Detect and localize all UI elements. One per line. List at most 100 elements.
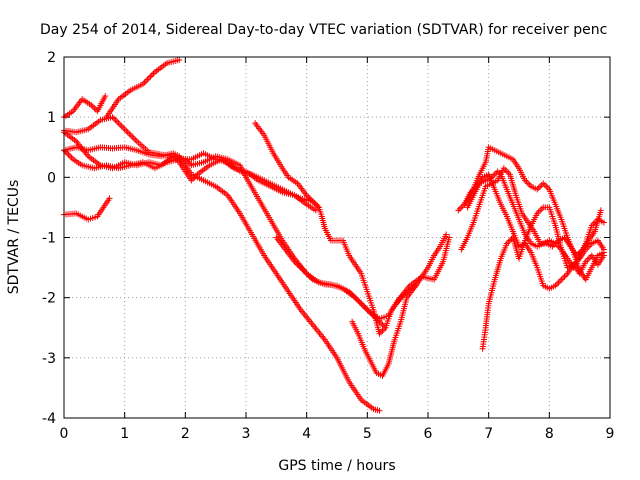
data-point (111, 115, 118, 122)
x-tick-label: 0 (60, 426, 69, 442)
data-point (129, 133, 136, 140)
y-axis-label: SDTVAR / TECUs (6, 180, 22, 295)
data-point (563, 272, 570, 279)
data-point (355, 297, 362, 304)
data-point (535, 184, 542, 191)
data-point (541, 181, 548, 188)
data-point (558, 276, 565, 283)
data-point (315, 204, 322, 211)
x-tick-label: 9 (606, 426, 615, 442)
data-point (142, 78, 149, 85)
data-point (145, 75, 152, 82)
data-point (525, 180, 532, 187)
data-series (461, 144, 607, 283)
y-tick-label: 0 (47, 170, 56, 186)
x-tick-label: 7 (484, 426, 493, 442)
data-point (64, 150, 71, 157)
grid (64, 57, 610, 418)
data-point (537, 207, 544, 214)
data-point (506, 237, 513, 244)
data-point (102, 93, 109, 100)
data-point (148, 72, 155, 79)
data-point (117, 121, 124, 128)
y-tick-label: -1 (42, 231, 56, 247)
chart-title: Day 254 of 2014, Sidereal Day-to-day VTE… (40, 22, 607, 38)
data-point (68, 154, 75, 161)
x-tick-label: 8 (545, 426, 554, 442)
data-point (147, 73, 154, 80)
x-tick-labels: 0 1 2 3 4 5 6 7 8 9 (60, 426, 615, 442)
data-point (364, 306, 371, 313)
y-tick-label: -4 (42, 411, 56, 427)
data-point (176, 57, 183, 64)
data-point (359, 302, 366, 309)
data-series (61, 147, 450, 337)
data-point (376, 407, 383, 414)
data-series (61, 144, 383, 414)
data-point (312, 207, 319, 214)
data-point (144, 76, 151, 83)
data-point (126, 130, 133, 137)
y-tick-label: 2 (47, 50, 56, 66)
data-point (362, 305, 369, 312)
data-point (123, 127, 130, 134)
data-point (356, 299, 363, 306)
data-point (561, 273, 568, 280)
data-point (585, 255, 592, 262)
x-tick-label: 4 (302, 426, 311, 442)
data-point (540, 180, 547, 187)
data-series (103, 57, 183, 121)
y-tick-labels: -4 -3 -2 -1 0 1 2 (42, 50, 56, 427)
data-point (132, 136, 139, 143)
data-series (61, 93, 109, 121)
data-point (89, 103, 96, 110)
data-series (273, 234, 453, 322)
x-tick-label: 3 (242, 426, 251, 442)
data-point (91, 105, 98, 112)
data-point (379, 327, 386, 334)
data-point (412, 282, 419, 289)
data-points (61, 57, 607, 414)
x-tick-label: 2 (181, 426, 190, 442)
data-point (559, 275, 566, 282)
data-point (365, 308, 372, 315)
data-point (150, 70, 157, 77)
data-point (115, 120, 122, 127)
data-point (361, 303, 368, 310)
data-point (127, 132, 134, 139)
plot-frame (63, 56, 611, 419)
data-point (446, 234, 453, 241)
x-tick-label: 1 (120, 426, 129, 442)
data-point (555, 279, 562, 286)
data-point (543, 183, 550, 190)
data-series (61, 195, 113, 223)
data-point (600, 249, 607, 256)
x-axis-label: GPS time / hours (278, 458, 395, 474)
data-point (443, 231, 450, 238)
data-point (106, 195, 113, 202)
y-tick-label: 1 (47, 110, 56, 126)
y-tick-label: -3 (42, 351, 56, 367)
data-point (503, 168, 510, 175)
data-point (118, 123, 125, 130)
data-point (124, 129, 131, 136)
data-series (464, 168, 607, 271)
data-point (455, 207, 462, 214)
y-tick-label: -2 (42, 291, 56, 307)
data-point (353, 296, 360, 303)
data-series (252, 120, 322, 211)
data-point (556, 278, 563, 285)
data-point (456, 205, 463, 212)
data-point (67, 153, 74, 160)
data-point (358, 300, 365, 307)
x-tick-label: 5 (363, 426, 372, 442)
data-point (120, 124, 127, 131)
data-series (349, 282, 419, 379)
data-point (600, 219, 607, 226)
x-tick-label: 6 (424, 426, 433, 442)
data-point (597, 207, 604, 214)
data-point (538, 205, 545, 212)
data-point (121, 126, 128, 133)
data-point (114, 118, 121, 125)
